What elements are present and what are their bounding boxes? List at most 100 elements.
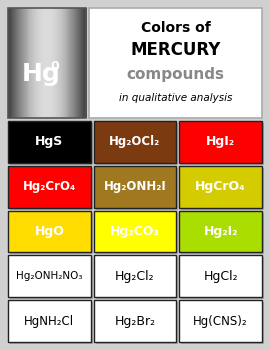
Bar	[8, 300, 91, 342]
Bar	[50, 8, 52, 118]
Bar	[181, 123, 264, 165]
Bar	[26, 8, 27, 118]
Bar	[84, 8, 86, 118]
Bar	[94, 211, 176, 252]
Bar	[37, 8, 39, 118]
Bar	[31, 8, 33, 118]
Bar	[18, 8, 19, 118]
Bar	[11, 8, 13, 118]
Bar	[55, 8, 57, 118]
Bar	[40, 8, 42, 118]
Bar	[96, 212, 178, 254]
Text: HgS: HgS	[35, 135, 63, 148]
Bar	[181, 257, 264, 299]
Text: 0: 0	[50, 60, 59, 72]
Bar	[65, 8, 66, 118]
Bar	[96, 257, 178, 299]
Bar	[36, 8, 38, 118]
Bar	[9, 8, 11, 118]
Bar	[28, 8, 29, 118]
Bar	[23, 8, 24, 118]
Bar	[83, 8, 85, 118]
Text: Hg₂CO₃: Hg₂CO₃	[110, 225, 160, 238]
Bar	[43, 8, 45, 118]
Text: HgI₂: HgI₂	[206, 135, 235, 148]
Bar	[8, 8, 10, 118]
Bar	[31, 8, 32, 118]
Bar	[76, 8, 78, 118]
Bar	[51, 8, 53, 118]
Text: Hg₂ONH₂NO₃: Hg₂ONH₂NO₃	[16, 271, 83, 281]
Text: Hg₂ONH₂I: Hg₂ONH₂I	[104, 180, 166, 193]
Bar	[10, 302, 93, 344]
Bar	[29, 8, 31, 118]
Bar	[22, 8, 23, 118]
Bar	[42, 8, 44, 118]
Bar	[62, 8, 63, 118]
Bar	[15, 8, 16, 118]
Bar	[52, 8, 54, 118]
Bar	[8, 166, 91, 208]
Bar	[20, 8, 22, 118]
Bar	[179, 256, 262, 297]
Bar	[54, 8, 56, 118]
Bar	[28, 8, 30, 118]
Bar	[73, 8, 75, 118]
Bar	[8, 8, 86, 118]
Bar	[46, 8, 48, 118]
Text: HgCl₂: HgCl₂	[203, 270, 238, 283]
Bar	[82, 8, 84, 118]
Bar	[61, 8, 62, 118]
Bar	[179, 121, 262, 163]
Bar	[10, 212, 93, 254]
Bar	[96, 302, 178, 344]
Text: Hg(CNS)₂: Hg(CNS)₂	[193, 315, 248, 328]
Bar	[10, 8, 12, 118]
Bar	[33, 8, 35, 118]
Bar	[179, 211, 262, 252]
Bar	[19, 8, 21, 118]
Bar	[10, 168, 93, 210]
Bar	[23, 8, 25, 118]
Bar	[74, 8, 76, 118]
Bar	[179, 166, 262, 208]
Bar	[71, 8, 73, 118]
Text: compounds: compounds	[127, 66, 224, 82]
Bar	[66, 8, 68, 118]
Bar	[10, 123, 93, 165]
Bar	[81, 8, 83, 118]
Bar	[56, 8, 58, 118]
Bar	[44, 8, 46, 118]
Bar	[10, 257, 93, 299]
Bar	[181, 302, 264, 344]
Bar	[85, 8, 87, 118]
Text: Hg₂I₂: Hg₂I₂	[203, 225, 238, 238]
Bar	[94, 121, 176, 163]
Bar	[59, 8, 60, 118]
Bar	[12, 8, 14, 118]
Bar	[21, 8, 22, 118]
Bar	[78, 8, 80, 118]
Bar	[94, 256, 176, 297]
Bar	[94, 300, 176, 342]
Bar	[48, 8, 50, 118]
Bar	[45, 8, 47, 118]
Bar	[25, 8, 26, 118]
Bar	[17, 8, 19, 118]
Bar	[66, 8, 67, 118]
Bar	[89, 8, 262, 118]
Bar	[63, 8, 65, 118]
Bar	[8, 121, 91, 163]
Bar	[181, 168, 264, 210]
Bar	[179, 300, 262, 342]
Bar	[75, 8, 77, 118]
Bar	[47, 8, 49, 118]
Bar	[49, 8, 51, 118]
Bar	[8, 256, 91, 297]
Text: HgNH₂Cl: HgNH₂Cl	[24, 315, 75, 328]
Bar	[32, 8, 34, 118]
Text: Hg: Hg	[21, 62, 60, 86]
Text: Colors of: Colors of	[141, 21, 210, 35]
Bar	[96, 123, 178, 165]
Bar	[69, 8, 70, 118]
